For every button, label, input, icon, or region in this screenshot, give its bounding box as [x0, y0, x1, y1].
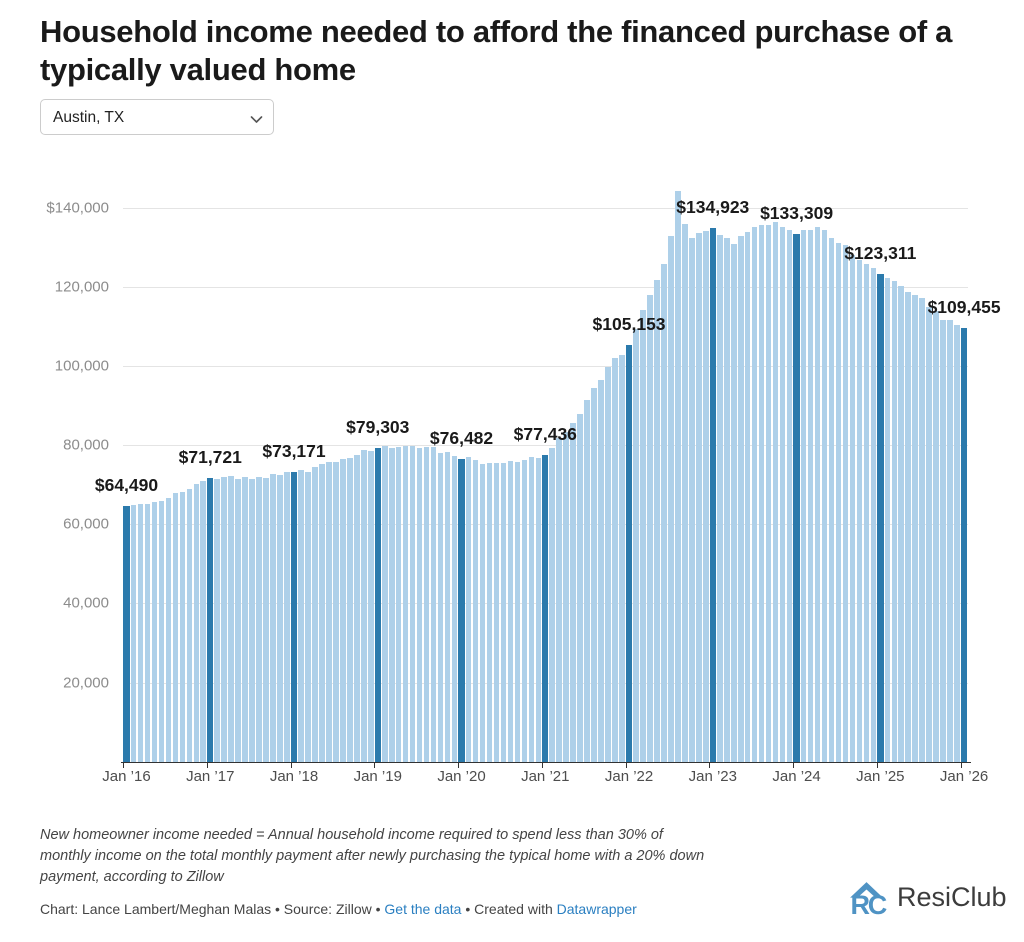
svg-text:R: R — [851, 890, 871, 919]
svg-text:C: C — [868, 890, 887, 919]
